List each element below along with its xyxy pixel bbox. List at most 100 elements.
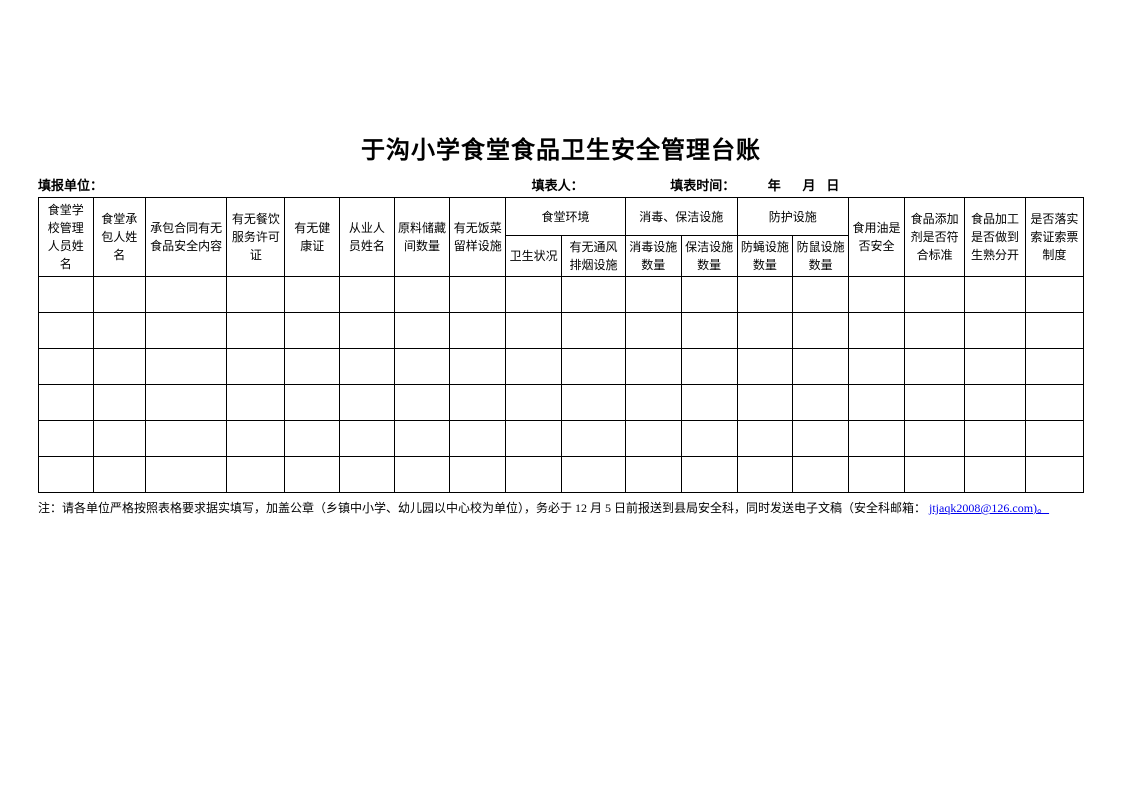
table-cell	[625, 457, 681, 493]
table-row	[39, 421, 1084, 457]
ledger-table: 食堂学校管理人员姓名 食堂承包人姓名 承包合同有无食品安全内容 有无餐饮服务许可…	[38, 197, 1084, 493]
table-cell	[340, 313, 395, 349]
table-cell	[1025, 313, 1083, 349]
table-cell	[681, 457, 737, 493]
th-cert-ticket: 是否落实索证索票制度	[1025, 198, 1083, 277]
meta-time-day: 日	[826, 175, 839, 194]
table-cell	[93, 349, 145, 385]
table-cell	[965, 421, 1025, 457]
table-cell	[227, 349, 285, 385]
th-disinfect-count: 消毒设施数量	[625, 236, 681, 277]
table-cell	[561, 421, 625, 457]
note-email-link[interactable]: jtjaqk2008@126.com)。	[929, 501, 1049, 515]
table-cell	[737, 385, 793, 421]
th-staff-name: 从业人员姓名	[340, 198, 395, 277]
table-cell	[625, 385, 681, 421]
table-cell	[849, 385, 905, 421]
th-canteen-env: 食堂环境	[506, 198, 626, 236]
table-cell	[904, 457, 964, 493]
table-cell	[39, 277, 94, 313]
table-cell	[506, 277, 562, 313]
meta-filler-label: 填表人：	[532, 175, 667, 194]
table-row	[39, 349, 1084, 385]
table-row	[39, 277, 1084, 313]
table-cell	[904, 277, 964, 313]
table-cell	[625, 313, 681, 349]
th-ventilation: 有无通风排烟设施	[561, 236, 625, 277]
table-cell	[93, 457, 145, 493]
th-additive-std: 食品添加剂是否符合标准	[904, 198, 964, 277]
table-cell	[561, 313, 625, 349]
table-cell	[793, 277, 849, 313]
table-cell	[145, 457, 226, 493]
table-cell	[849, 277, 905, 313]
table-cell	[93, 421, 145, 457]
table-cell	[145, 421, 226, 457]
table-cell	[285, 277, 340, 313]
table-cell	[227, 277, 285, 313]
table-cell	[506, 457, 562, 493]
page-title: 于沟小学食堂食品卫生安全管理台账	[38, 130, 1084, 165]
meta-time-label: 填表时间： 年 月 日	[670, 175, 839, 194]
table-cell	[39, 421, 94, 457]
table-cell	[145, 349, 226, 385]
table-cell	[506, 349, 562, 385]
table-cell	[285, 385, 340, 421]
table-cell	[394, 277, 450, 313]
table-cell	[904, 349, 964, 385]
table-cell	[561, 349, 625, 385]
meta-unit-label: 填报单位：	[38, 175, 528, 194]
meta-time-year: 年	[768, 175, 781, 194]
table-cell	[39, 385, 94, 421]
th-service-permit: 有无餐饮服务许可证	[227, 198, 285, 277]
table-cell	[394, 385, 450, 421]
footer-note: 注：请各单位严格按照表格要求据实填写，加盖公章（乡镇中小学、幼儿园以中心校为单位…	[38, 499, 1084, 518]
table-cell	[681, 349, 737, 385]
table-cell	[145, 313, 226, 349]
meta-time-prefix: 填表时间：	[670, 175, 735, 194]
table-cell	[506, 385, 562, 421]
table-cell	[1025, 457, 1083, 493]
table-cell	[681, 277, 737, 313]
table-cell	[340, 385, 395, 421]
table-cell	[340, 277, 395, 313]
table-cell	[965, 313, 1025, 349]
table-cell	[737, 313, 793, 349]
th-storage-count: 原料储藏间数量	[394, 198, 450, 277]
table-cell	[904, 313, 964, 349]
th-contract-safety: 承包合同有无食品安全内容	[145, 198, 226, 277]
table-cell	[394, 457, 450, 493]
table-cell	[904, 385, 964, 421]
table-cell	[849, 313, 905, 349]
table-cell	[227, 457, 285, 493]
table-cell	[793, 313, 849, 349]
table-cell	[737, 421, 793, 457]
table-cell	[681, 385, 737, 421]
table-cell	[394, 313, 450, 349]
table-cell	[93, 385, 145, 421]
th-hygiene: 卫生状况	[506, 236, 562, 277]
table-cell	[904, 421, 964, 457]
meta-row: 填报单位： 填表人： 填表时间： 年 月 日	[38, 175, 1084, 194]
table-cell	[681, 313, 737, 349]
table-row	[39, 313, 1084, 349]
table-cell	[681, 421, 737, 457]
table-cell	[93, 277, 145, 313]
th-rat-count: 防鼠设施数量	[793, 236, 849, 277]
th-manager-name: 食堂学校管理人员姓名	[39, 198, 94, 277]
table-cell	[394, 421, 450, 457]
table-cell	[285, 313, 340, 349]
table-cell	[625, 349, 681, 385]
table-cell	[93, 313, 145, 349]
table-cell	[145, 385, 226, 421]
table-cell	[227, 313, 285, 349]
table-cell	[793, 349, 849, 385]
table-row	[39, 457, 1084, 493]
table-cell	[340, 457, 395, 493]
table-cell	[965, 385, 1025, 421]
table-cell	[285, 457, 340, 493]
table-cell	[450, 277, 506, 313]
table-cell	[340, 349, 395, 385]
th-clean-count: 保洁设施数量	[681, 236, 737, 277]
table-cell	[849, 421, 905, 457]
